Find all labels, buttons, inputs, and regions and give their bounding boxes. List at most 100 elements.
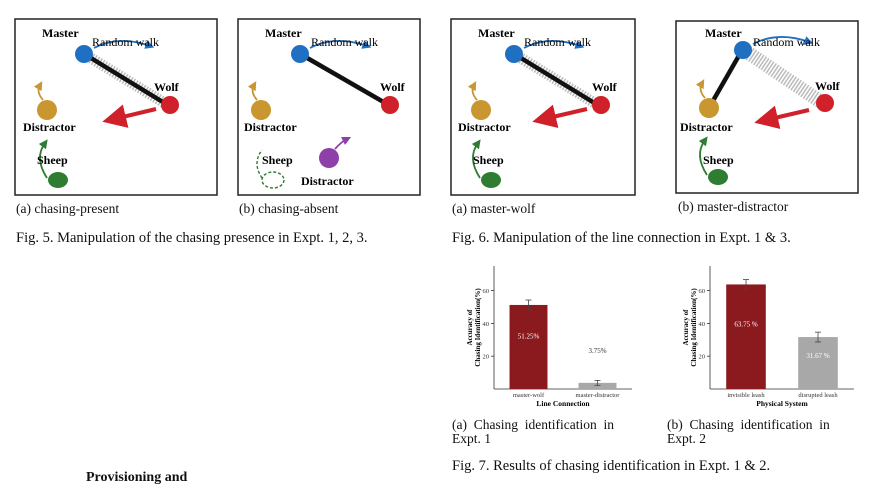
x-axis-label: Line Connection: [536, 399, 590, 408]
value-label: 63.75 %: [734, 320, 758, 328]
category-label: disrupted leash: [798, 392, 838, 399]
y-tick-label: 40: [483, 321, 490, 328]
leash-line: [300, 53, 389, 106]
distractor-dot: [471, 100, 491, 120]
sheep-dashed-dot: [261, 171, 285, 189]
fig7a-subcaption-line1: (a) Chasing identification in: [452, 417, 614, 432]
bar-master-distractor: [578, 382, 617, 389]
value-label: 3.75%: [588, 347, 606, 355]
leash-line: [84, 53, 168, 106]
category-label: invisible leash: [727, 392, 765, 399]
y-axis-label-line2: Chasing Identification(%): [474, 288, 482, 367]
sheep-label: Sheep: [703, 153, 734, 167]
sheep-dot: [708, 169, 728, 185]
sheep-label: Sheep: [473, 153, 504, 167]
sheep-arrow: [38, 139, 48, 179]
value-label: 31.67 %: [806, 352, 830, 360]
sheep-label: Sheep: [37, 153, 68, 167]
fig7a-subcaption: (a) Chasing identification in Expt. 1: [452, 418, 644, 446]
master-dot: [75, 45, 93, 63]
fig7-caption: Fig. 7. Results of chasing identificatio…: [452, 458, 771, 474]
fig7b-subcaption-line2: Expt. 2: [667, 431, 706, 446]
fig6-caption: Fig. 6. Manipulation of the line connect…: [452, 230, 791, 246]
distractor-label: Distractor: [23, 120, 76, 134]
master-dot: [291, 45, 309, 63]
fig7b-subcaption-line1: (b) Chasing identification in: [667, 417, 830, 432]
sheep-label: Sheep: [262, 153, 293, 167]
y-axis-label-line1: Accuracy of: [466, 309, 474, 346]
random-walk-arrow: [752, 36, 814, 45]
fig7b-chart: 20 40 60 Accuracy of Chasing Identification(…: [682, 266, 854, 408]
wolf-arrow: [532, 104, 588, 128]
random-walk-label: Random walk: [92, 35, 159, 49]
wolf-label: Wolf: [154, 80, 180, 94]
master-label: Master: [42, 26, 79, 40]
y-tick-label: 40: [699, 321, 706, 328]
fig6b-caption: (b) master-distractor: [678, 199, 789, 214]
sheep-dot: [481, 172, 501, 188]
distractor-dot: [251, 100, 271, 120]
value-label: 51.25%: [518, 333, 540, 341]
sheep-dashed-arrow: [256, 149, 263, 179]
fig7b-subcaption: (b) Chasing identification in Expt. 2: [667, 418, 859, 446]
random-walk-label: Random walk: [311, 35, 378, 49]
distractor-label: Distractor: [244, 120, 297, 134]
distractor-dot: [699, 98, 719, 118]
x-axis-label: Physical System: [756, 399, 808, 408]
random-walk-arrow: [309, 40, 372, 49]
distractor-arrow: [467, 81, 478, 101]
fig7a-chart: 20 40 60 Accuracy of Chasing Identification(…: [466, 266, 632, 408]
fig6a-caption: (a) master-wolf: [452, 201, 536, 216]
random-walk-arrow: [523, 40, 585, 49]
wolf-arrow: [102, 104, 157, 128]
fig5a-panel: Master Random walk Wolf Distractor Sheep: [14, 18, 218, 196]
fig5a-caption: (a) chasing-present: [16, 201, 120, 216]
master-dot: [734, 41, 752, 59]
category-label: master-wolf: [513, 392, 545, 399]
y-axis-label-line2: Chasing Identification(%): [690, 288, 698, 367]
distractor-dot: [37, 100, 57, 120]
category-label: master-distractor: [576, 392, 621, 399]
distractor2-dot: [319, 148, 339, 168]
wolf-dot: [592, 96, 610, 114]
y-tick-label: 20: [699, 354, 706, 361]
wolf-dot: [381, 96, 399, 114]
random-walk-label: Random walk: [753, 35, 820, 49]
wolf-label: Wolf: [815, 79, 841, 93]
fig5b-panel: Master Random walk Wolf Distractor Sheep…: [237, 18, 421, 196]
wolf-dot: [161, 96, 179, 114]
master-label: Master: [705, 26, 742, 40]
wolf-dot: [816, 94, 834, 112]
distractor2-arrow: [334, 136, 352, 150]
fig5b-caption: (b) chasing-absent: [239, 201, 339, 216]
cutoff-heading: Provisioning and: [86, 470, 188, 485]
bar-master-wolf: [509, 304, 548, 389]
bar-invisible-leash: [726, 284, 766, 389]
leash-line: [514, 53, 598, 106]
y-tick-label: 20: [483, 354, 490, 361]
master-label: Master: [265, 26, 302, 40]
y-axis-label-line1: Accuracy of: [682, 309, 690, 346]
distractor-label: Distractor: [458, 120, 511, 134]
fig5-caption: Fig. 5. Manipulation of the chasing pres…: [16, 230, 368, 246]
master-dot: [505, 45, 523, 63]
sheep-arrow: [698, 136, 708, 176]
fig6b-panel: Master Random walk Wolf Distractor Sheep: [675, 20, 859, 194]
sheep-arrow: [471, 139, 481, 179]
y-tick-label: 60: [699, 288, 706, 295]
distractor-label: Distractor: [680, 120, 733, 134]
y-tick-label: 60: [483, 288, 490, 295]
wolf-arrow: [754, 105, 810, 129]
wolf-label: Wolf: [380, 80, 406, 94]
distractor-arrow: [247, 81, 258, 101]
sheep-dot: [48, 172, 68, 188]
random-walk-label: Random walk: [524, 35, 591, 49]
distractor-arrow: [33, 81, 44, 101]
random-walk-arrow: [93, 40, 155, 49]
distractor2-label: Distractor: [301, 174, 354, 188]
fig7a-subcaption-line2: Expt. 1: [452, 431, 491, 446]
distractor-arrow: [695, 79, 706, 99]
leash-line: [708, 50, 743, 108]
wolf-label: Wolf: [592, 80, 618, 94]
master-label: Master: [478, 26, 515, 40]
